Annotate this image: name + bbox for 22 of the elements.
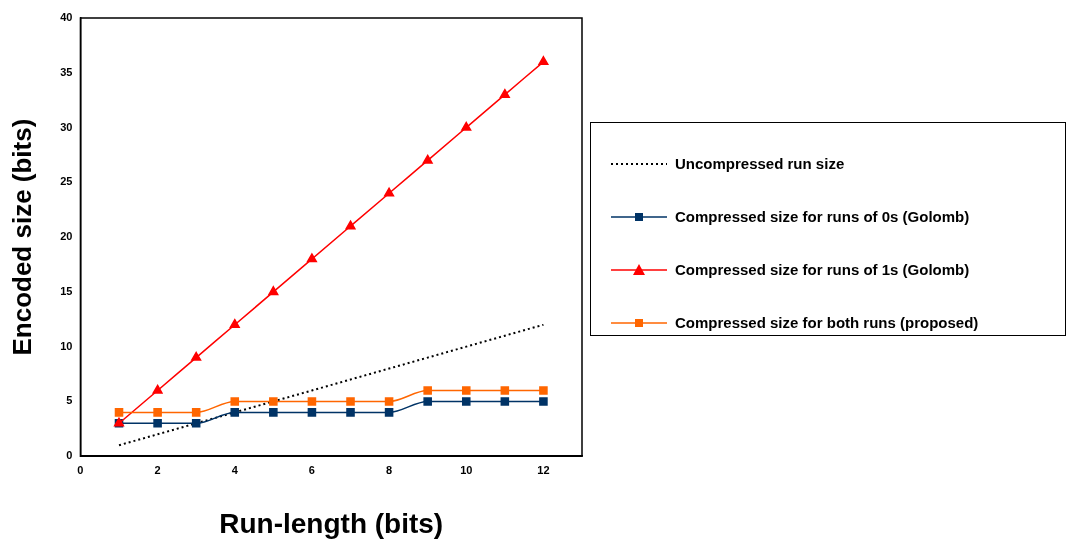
legend-label: Compressed size for runs of 0s (Golomb)	[675, 208, 970, 225]
x-tick-label: 10	[460, 463, 473, 476]
x-tick-label: 12	[537, 463, 550, 476]
x-tick-label: 0	[77, 463, 84, 476]
y-tick-label: 15	[60, 284, 73, 297]
x-tick-label: 2	[154, 463, 161, 476]
x-axis-title: Run-length (bits)	[219, 507, 444, 539]
y-tick-label: 40	[60, 11, 73, 24]
x-tick-label: 4	[231, 463, 239, 476]
legend-label: Uncompressed run size	[675, 155, 845, 172]
y-tick-label: 10	[60, 339, 73, 352]
y-tick-label: 35	[60, 65, 73, 78]
y-tick-label: 5	[66, 394, 73, 407]
x-tick-label: 6	[308, 463, 315, 476]
y-tick-label: 0	[66, 449, 73, 462]
y-tick-label: 25	[60, 175, 73, 188]
x-tick-label: 8	[386, 463, 393, 476]
y-tick-label: 30	[60, 120, 73, 133]
legend-label: Compressed size for runs of 1s (Golomb)	[675, 261, 970, 278]
legend-label: Compressed size for both runs (proposed)	[675, 314, 979, 331]
y-axis-title: Encoded size (bits)	[6, 118, 37, 356]
y-tick-label: 20	[60, 230, 73, 243]
